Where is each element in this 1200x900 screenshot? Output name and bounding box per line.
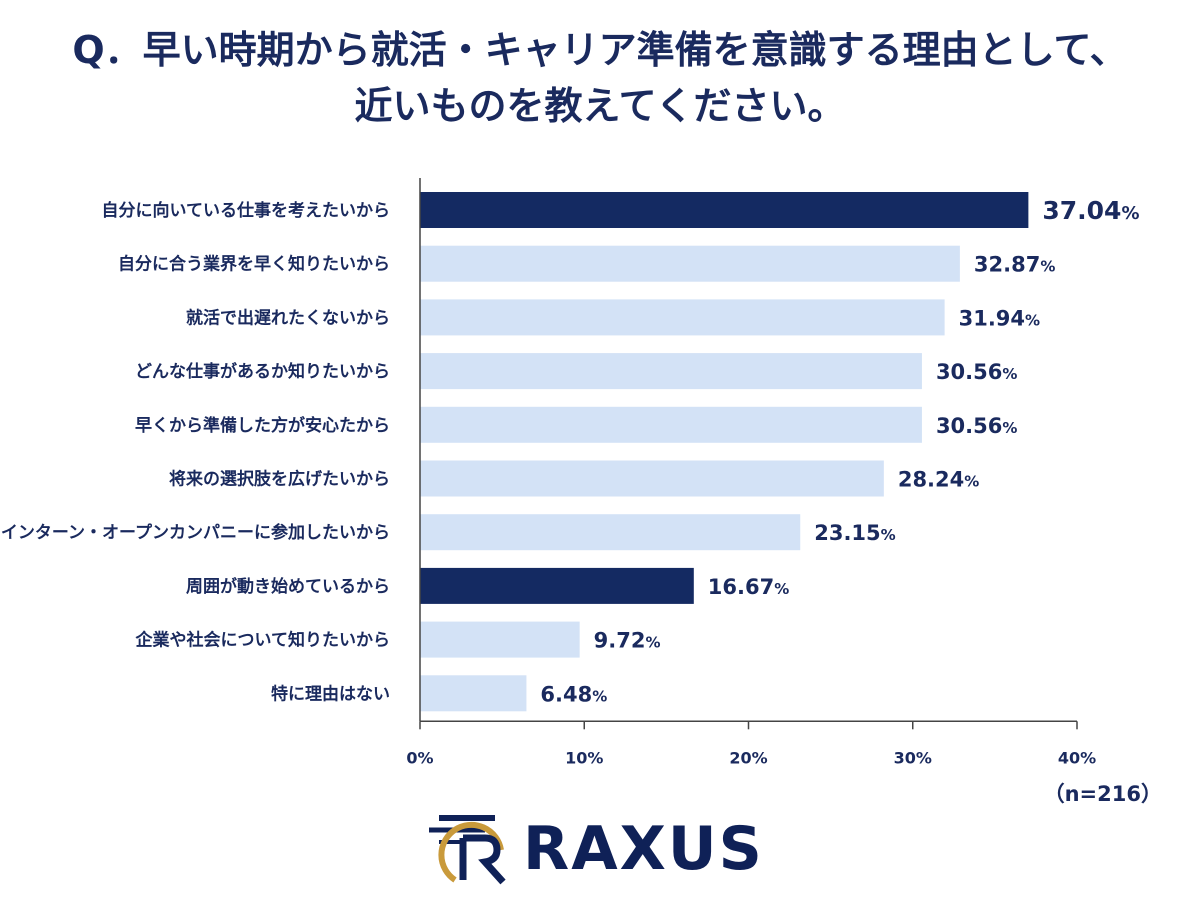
bar-2 [420, 245, 960, 282]
category-label-10: 特に理由はない [271, 683, 390, 704]
raxus-logo: RAXUS [425, 808, 785, 893]
bar-7 [420, 514, 801, 551]
value-label-2: 32.87% [974, 253, 1055, 277]
bar-9 [420, 621, 580, 658]
bar-10 [420, 675, 527, 712]
value-label-7: 23.15% [814, 521, 895, 545]
x-tick-label-2: 10% [565, 748, 603, 767]
category-label-6: 将来の選択肢を広げたいから [169, 469, 390, 490]
x-tick-label-3: 20% [729, 748, 767, 767]
category-label-9: 企業や社会について知りたいから [135, 630, 391, 651]
value-label-9: 9.72% [594, 629, 661, 653]
chart-title: Q．早い時期から就活・キャリア準備を意識する理由として、 近いものを教えてくださ… [0, 22, 1200, 134]
value-label-6: 28.24% [898, 468, 979, 492]
sample-size-note: （n=216） [1043, 782, 1162, 806]
category-label-3: 就活で出遅れたくないから [186, 307, 390, 328]
value-label-5: 30.56% [936, 414, 1017, 438]
bar-4 [420, 353, 922, 390]
category-label-1: 自分に向いている仕事を考えたいから [102, 200, 391, 221]
title-line-1: Q．早い時期から就活・キャリア準備を意識する理由として、 [72, 28, 1128, 72]
logo-text: RAXUS [523, 814, 764, 884]
category-label-4: どんな仕事があるか知りたいから [135, 361, 390, 382]
bar-1 [420, 192, 1029, 228]
category-label-5: 早くから準備した方が安心たから [135, 415, 390, 436]
title-line-2: 近いものを教えてください。 [354, 84, 846, 128]
x-tick-label-5: 40% [1058, 748, 1096, 767]
bar-5 [420, 406, 922, 443]
x-tick-label-4: 30% [894, 748, 932, 767]
x-tick-label-1: 0% [406, 748, 433, 767]
value-label-1: 37.04% [1042, 196, 1139, 225]
bar-3 [420, 299, 945, 336]
category-label-7: インターン・オープンカンパニーに参加したいから [1, 522, 390, 543]
value-label-8: 16.67% [708, 575, 789, 599]
value-label-10: 6.48% [540, 682, 607, 706]
category-label-8: 周囲が動き始めているから [186, 576, 390, 597]
value-label-3: 31.94% [959, 306, 1040, 330]
bar-chart: 自分に向いている仕事を考えたいから 37.04% 自分に合う業界を早く知りたいから 3… [1, 178, 1140, 767]
value-label-4: 30.56% [936, 360, 1017, 384]
bar-6 [420, 460, 884, 497]
category-label-2: 自分に合う業界を早く知りたいから [118, 254, 390, 275]
bar-8 [420, 567, 694, 604]
raxus-r-logo-icon [429, 815, 506, 885]
